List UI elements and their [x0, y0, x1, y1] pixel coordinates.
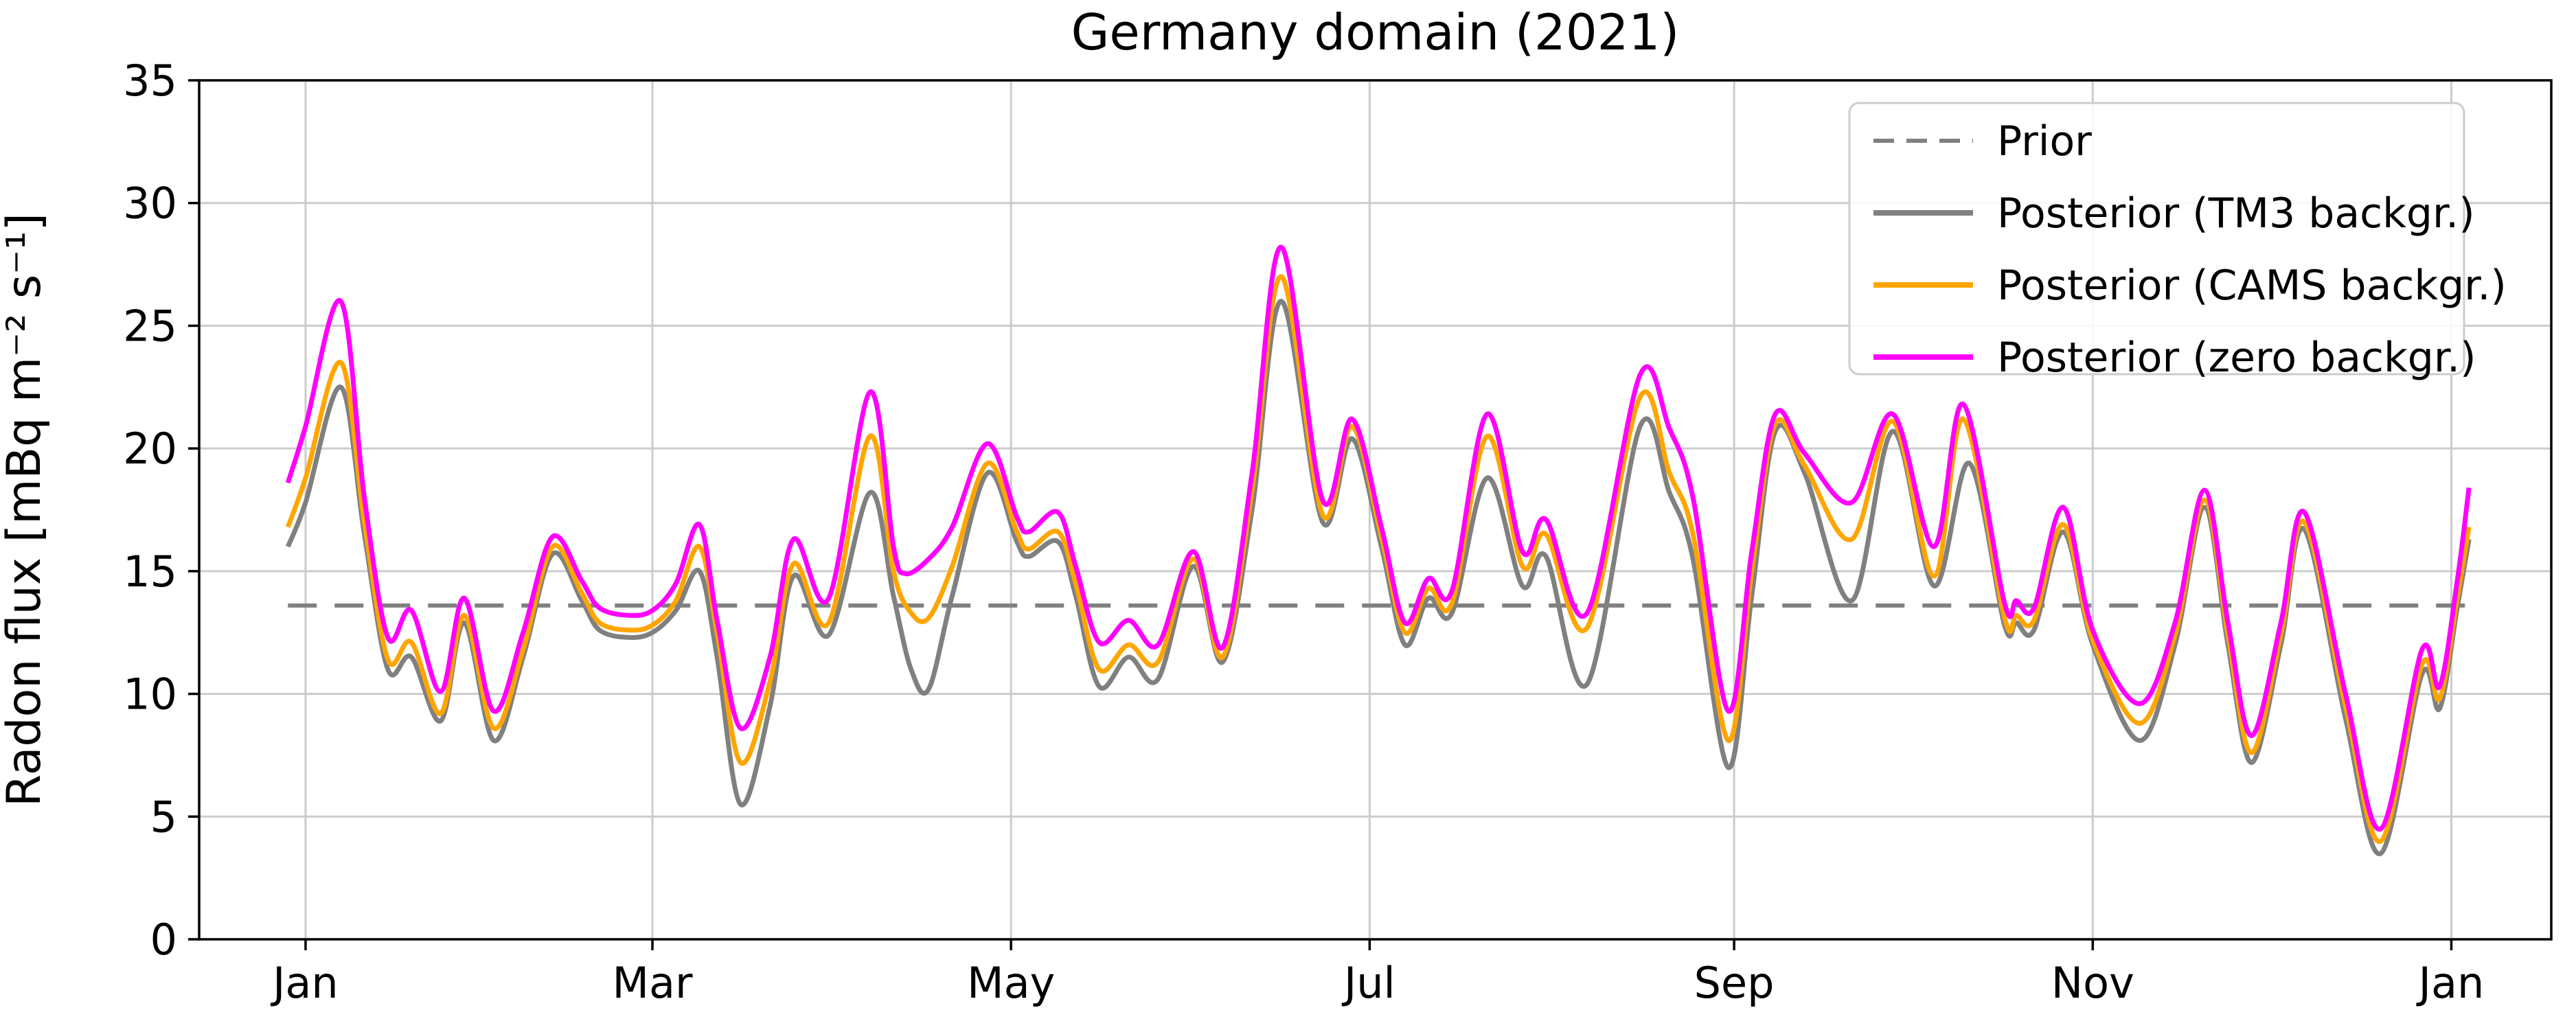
y-axis-label: Radon flux [mBq m⁻² s⁻¹]: [0, 213, 52, 807]
legend-label: Posterior (TM3 backgr.): [1997, 190, 2475, 238]
series-posterior-tm3: [286, 299, 2472, 856]
y-tick-label: 5: [150, 792, 177, 842]
x-tick-label: Jan: [2416, 958, 2485, 1008]
x-tick-label: Jan: [270, 958, 339, 1008]
chart-title: Germany domain (2021): [1071, 3, 1680, 61]
y-tick-label: 30: [123, 179, 177, 229]
x-tick-label: Sep: [1694, 958, 1775, 1008]
y-tick-label: 10: [123, 669, 177, 720]
legend-label: Posterior (CAMS backgr.): [1997, 262, 2507, 310]
axes-spines: [198, 79, 2553, 941]
y-tick-label: 0: [150, 915, 177, 965]
series-posterior-zero: [285, 244, 2472, 832]
y-tick-label: 15: [123, 547, 177, 597]
y-tick-label: 25: [123, 301, 177, 351]
legend-label: Posterior (zero backgr.): [1997, 334, 2476, 382]
x-tick-label: Jul: [1341, 958, 1395, 1008]
x-tick-label: Nov: [2051, 958, 2134, 1008]
legend-label: Prior: [1997, 117, 2092, 165]
x-tick-label: Mar: [613, 958, 693, 1008]
x-tick-label: May: [967, 958, 1055, 1008]
y-tick-label: 35: [123, 56, 177, 106]
legend-box: [1848, 102, 2465, 376]
y-tick-label: 20: [123, 424, 177, 474]
